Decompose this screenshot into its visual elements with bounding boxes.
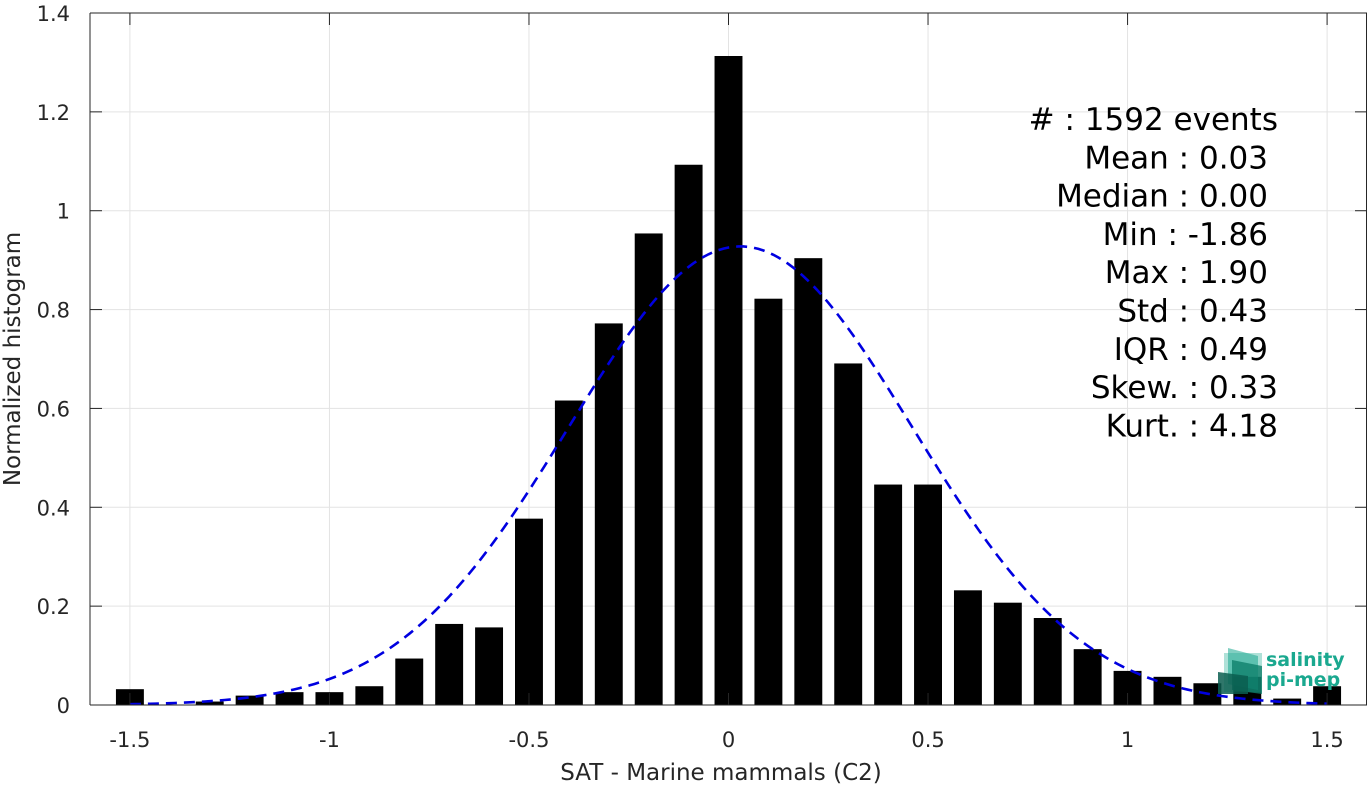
histogram-bars (115, 56, 1342, 706)
y-axis-ticks: 0 0.2 0.4 0.6 0.8 1 1.2 1.4 (37, 2, 1367, 718)
histogram-bar-4 (275, 692, 304, 705)
histogram-bar-6 (355, 686, 384, 705)
y-tick-label-1: 0.2 (37, 595, 70, 619)
stat-line-0: # : 1592 events (1029, 102, 1278, 138)
histogram-bar-12 (594, 323, 623, 705)
histogram-bar-24 (1073, 649, 1102, 705)
histogram-bar-11 (554, 400, 583, 705)
stat-line-6: IQR : 0.49 (1114, 332, 1268, 368)
histogram-bar-16 (754, 298, 783, 705)
histogram-bar-9 (475, 627, 504, 705)
y-tick-label-6: 1.2 (37, 101, 70, 125)
histogram-bar-2 (195, 701, 224, 705)
histogram-bar-13 (634, 233, 663, 706)
x-tick-label-0: -1.5 (109, 728, 150, 752)
x-tick-label-3: 0 (722, 728, 735, 752)
histogram-bar-20 (914, 484, 942, 705)
stat-line-7: Skew. : 0.33 (1091, 370, 1278, 406)
logo-line-1: salinity (1266, 649, 1345, 671)
histogram-bar-18 (834, 363, 863, 705)
x-tick-label-6: 1.5 (1310, 728, 1343, 752)
x-axis-label: SAT - Marine mammals (C2) (560, 760, 882, 785)
x-tick-label-1: -1 (319, 728, 340, 752)
histogram-bar-7 (395, 658, 424, 705)
salinity-pi-mep-logo: salinity pi-mep (1218, 648, 1345, 694)
histogram-bar-3 (235, 695, 264, 705)
stat-line-3: Min : -1.86 (1103, 217, 1268, 253)
stat-line-5: Std : 0.43 (1117, 294, 1268, 330)
histogram-bar-17 (794, 258, 823, 705)
histogram-bar-15 (714, 56, 743, 705)
x-tick-label-4: 0.5 (911, 728, 944, 752)
y-tick-label-3: 0.6 (37, 397, 70, 421)
stat-line-8: Kurt. : 4.18 (1106, 408, 1278, 444)
y-tick-label-7: 1.4 (37, 2, 70, 26)
histogram-bar-10 (515, 518, 543, 705)
histogram-bar-14 (674, 164, 703, 705)
y-tick-label-0: 0 (57, 694, 70, 718)
histogram-bar-19 (874, 484, 903, 705)
histogram-bar-26 (1153, 676, 1182, 705)
histogram-bar-8 (435, 623, 464, 705)
logo-icon (1218, 648, 1262, 694)
histogram-bar-21 (953, 590, 982, 705)
x-tick-label-5: 1 (1121, 728, 1134, 752)
x-tick-label-2: -0.5 (508, 728, 549, 752)
logo-line-2: pi-mep (1266, 669, 1340, 691)
histogram-bar-23 (1033, 618, 1062, 705)
histogram-bar-22 (993, 602, 1022, 705)
y-tick-label-2: 0.4 (37, 496, 70, 520)
stat-line-4: Max : 1.90 (1105, 255, 1268, 291)
y-axis-label: Normalized histogram (0, 232, 26, 486)
y-tick-label-5: 1 (57, 200, 70, 224)
stat-line-1: Mean : 0.03 (1084, 140, 1268, 176)
histogram-bar-29 (1273, 698, 1302, 705)
stat-line-2: Median : 0.00 (1056, 179, 1268, 215)
normal-fit-curve (129, 245, 1328, 706)
y-tick-label-4: 0.8 (37, 299, 70, 323)
x-axis-ticks: -1.5 -1 -0.5 0 0.5 1 1.5 (109, 13, 1344, 752)
